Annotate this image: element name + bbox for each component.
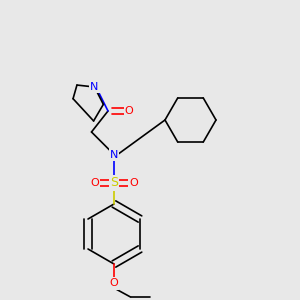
Text: O: O (124, 106, 134, 116)
Text: N: N (110, 149, 118, 160)
Text: S: S (110, 176, 118, 190)
Text: O: O (90, 178, 99, 188)
Text: N: N (90, 82, 99, 92)
Text: O: O (129, 178, 138, 188)
Text: O: O (110, 278, 118, 289)
